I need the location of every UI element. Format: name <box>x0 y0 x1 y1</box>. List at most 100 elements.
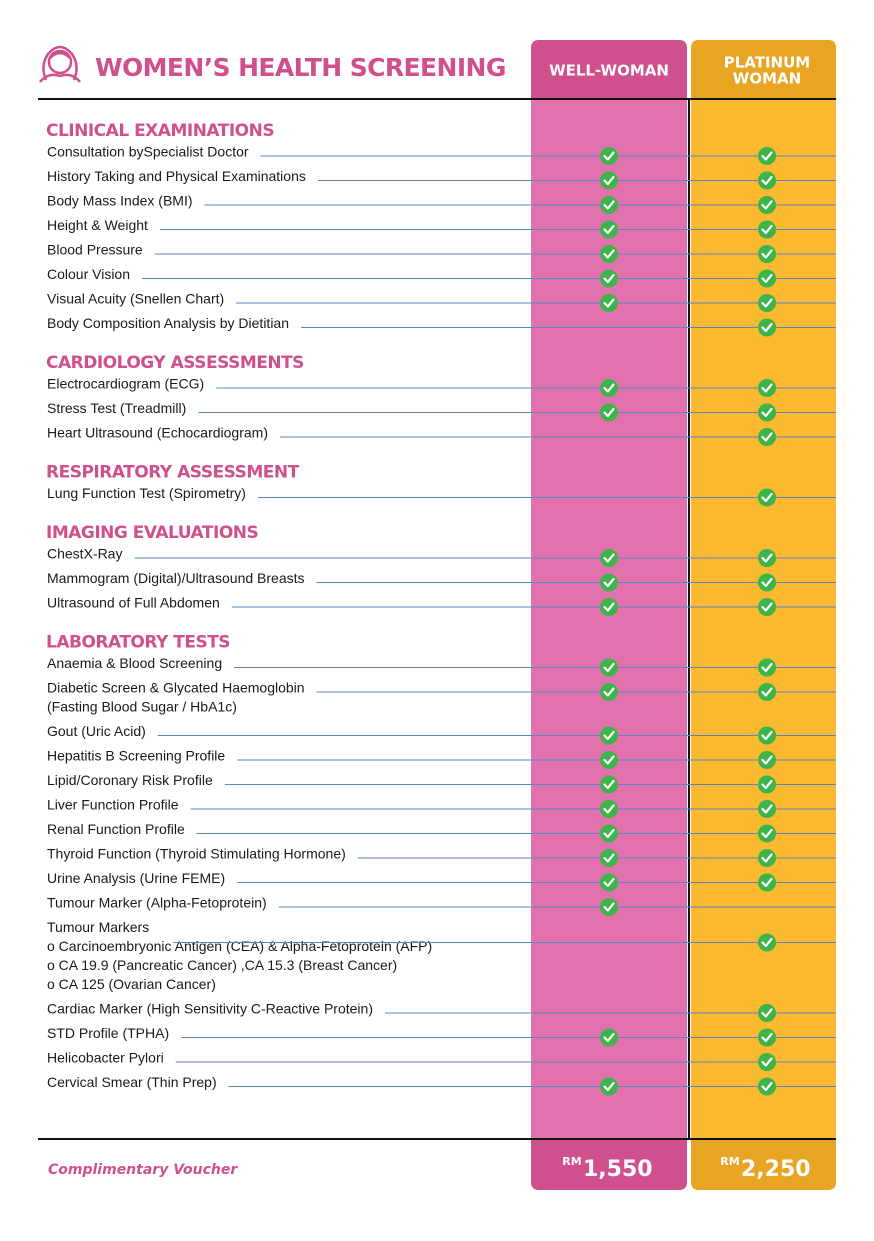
check-circle <box>600 658 618 677</box>
check-mark <box>758 488 776 507</box>
check-circle <box>600 573 618 592</box>
item-label: Renal Function Profile <box>47 821 185 837</box>
price-amount: 2,250 <box>741 1157 811 1182</box>
check-circle <box>758 403 776 422</box>
check-tick <box>761 151 773 161</box>
check-mark <box>758 751 776 769</box>
check-mark <box>758 294 776 312</box>
check-tick <box>603 602 615 612</box>
check-circle <box>758 1004 776 1022</box>
item-label: ChestX-Ray <box>47 546 122 562</box>
check-mark <box>758 598 776 616</box>
check-tick <box>761 937 773 948</box>
check-mark <box>758 1004 776 1022</box>
check-circle <box>600 598 618 616</box>
check-tick <box>603 577 615 588</box>
check-circle <box>758 598 776 616</box>
check-mark <box>758 1077 776 1096</box>
check-tick <box>603 273 615 284</box>
check-mark <box>600 683 618 701</box>
check-mark <box>758 1028 776 1047</box>
check-mark <box>600 403 618 422</box>
check-mark <box>758 1053 776 1071</box>
check-tick <box>603 1032 615 1043</box>
footer-note: Complimentary Voucher <box>48 1162 238 1178</box>
item-label: Lipid/Coronary Risk Profile <box>47 772 213 788</box>
item-label: Helicobacter Pylori <box>47 1050 164 1066</box>
check-circle <box>600 220 618 239</box>
check-mark <box>600 658 618 677</box>
check-mark <box>600 873 618 892</box>
check-mark <box>600 898 618 916</box>
check-circle <box>758 171 776 190</box>
check-circle <box>600 549 618 567</box>
check-mark <box>758 849 776 867</box>
check-circle <box>600 775 618 794</box>
check-mark <box>758 318 776 337</box>
check-mark <box>758 220 776 239</box>
check-mark <box>600 573 618 592</box>
check-tick <box>761 175 773 186</box>
check-mark <box>600 379 618 397</box>
check-tick <box>603 828 615 839</box>
check-mark <box>758 573 776 592</box>
section-title: LABORATORY TESTS <box>46 633 230 653</box>
item-label: Cervical Smear (Thin Prep) <box>47 1074 217 1090</box>
check-mark <box>600 294 618 312</box>
check-mark <box>758 245 776 263</box>
item-label: Colour Vision <box>47 266 130 282</box>
check-mark <box>758 196 776 214</box>
check-tick <box>761 492 773 503</box>
price-currency: RM <box>720 1155 739 1168</box>
check-tick <box>603 407 615 418</box>
check-circle <box>600 1028 618 1047</box>
item-label: STD Profile (TPHA) <box>47 1025 169 1041</box>
check-tick <box>603 200 615 210</box>
check-tick <box>761 577 773 588</box>
item-label: Stress Test (Treadmill) <box>47 400 186 416</box>
check-tick <box>761 553 773 563</box>
check-circle <box>600 849 618 867</box>
check-circle <box>758 933 776 952</box>
check-tick <box>761 730 773 741</box>
check-tick <box>761 828 773 839</box>
check-mark <box>600 800 618 818</box>
check-mark <box>600 726 618 745</box>
check-tick <box>761 1057 773 1067</box>
section-title: RESPIRATORY ASSESSMENT <box>46 463 300 483</box>
check-tick <box>761 224 773 235</box>
check-tick <box>603 853 615 863</box>
price-amount: 1,550 <box>583 1157 653 1182</box>
item-label: Height & Weight <box>47 217 148 233</box>
check-tick <box>603 151 615 161</box>
check-tick <box>603 730 615 741</box>
check-circle <box>600 245 618 263</box>
check-mark <box>758 147 776 165</box>
check-circle <box>600 1077 618 1096</box>
section-title: IMAGING EVALUATIONS <box>46 523 258 543</box>
check-mark <box>758 775 776 794</box>
check-circle <box>600 269 618 288</box>
check-circle <box>600 403 618 422</box>
item-label: Electrocardiogram (ECG) <box>47 376 204 392</box>
check-tick <box>761 779 773 790</box>
item-label: Body Mass Index (BMI) <box>47 193 193 209</box>
check-tick <box>761 687 773 697</box>
check-circle <box>600 683 618 701</box>
item-label: Hepatitis B Screening Profile <box>47 748 225 764</box>
check-mark <box>600 1077 618 1096</box>
check-mark <box>758 658 776 677</box>
item-label: Gout (Uric Acid) <box>47 723 146 739</box>
check-circle <box>600 898 618 916</box>
check-mark <box>758 683 776 701</box>
check-tick <box>603 804 615 814</box>
check-tick <box>761 853 773 863</box>
item-label: Liver Function Profile <box>47 797 179 813</box>
check-tick <box>761 662 773 673</box>
check-circle <box>758 1028 776 1047</box>
check-tick <box>603 877 615 888</box>
item-label: Visual Acuity (Snellen Chart) <box>47 291 224 307</box>
check-tick <box>603 553 615 563</box>
check-circle <box>758 269 776 288</box>
item-label: Blood Pressure <box>47 242 143 258</box>
